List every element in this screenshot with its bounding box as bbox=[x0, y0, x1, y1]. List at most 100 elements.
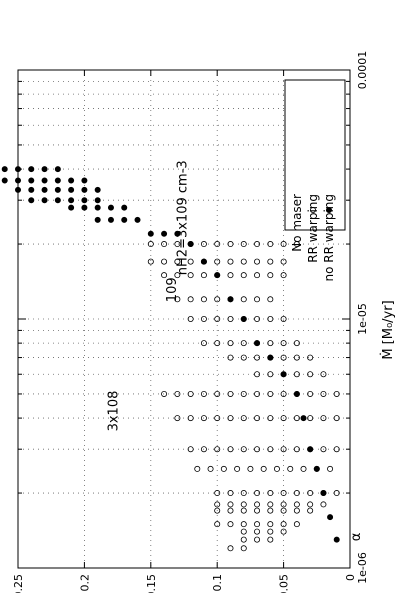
data-point-rr-warping bbox=[267, 415, 274, 422]
data-point-rr-warping bbox=[307, 371, 314, 378]
data-point-rr-warping bbox=[200, 296, 207, 303]
data-point-no-rr-warping bbox=[107, 204, 114, 211]
data-point-rr-warping bbox=[240, 354, 247, 361]
data-point-rr-warping bbox=[293, 241, 300, 248]
data-point-rr-warping bbox=[187, 258, 194, 265]
y-axis-label: α bbox=[349, 533, 364, 542]
data-point-rr-warping bbox=[280, 272, 287, 279]
data-point-no-rr-warping bbox=[1, 166, 8, 173]
data-point-rr-warping bbox=[227, 545, 234, 552]
x-axis-label: Ṁ [M₀/yr] bbox=[380, 300, 396, 359]
data-point-rr-warping bbox=[147, 241, 154, 248]
data-point-rr-warping bbox=[254, 536, 261, 543]
data-point-rr-warping bbox=[320, 446, 327, 453]
data-point-rr-warping bbox=[214, 340, 221, 347]
data-point-rr-warping bbox=[240, 521, 247, 528]
data-point-rr-warping bbox=[267, 258, 274, 265]
data-point-rr-warping bbox=[280, 446, 287, 453]
data-point-no-rr-warping bbox=[94, 197, 101, 204]
data-point-no-rr-warping bbox=[280, 371, 287, 378]
data-point-no-rr-warping bbox=[28, 197, 35, 204]
data-point-rr-warping bbox=[240, 415, 247, 422]
alpha-tick-label: 0.05 bbox=[278, 574, 291, 593]
data-point-rr-warping bbox=[254, 521, 261, 528]
data-point-no-rr-warping bbox=[267, 354, 274, 361]
data-point-no-rr-warping bbox=[81, 197, 88, 204]
data-point-rr-warping bbox=[214, 501, 221, 508]
data-point-rr-warping bbox=[293, 521, 300, 528]
data-point-no-rr-warping bbox=[81, 186, 88, 193]
data-point-rr-warping bbox=[200, 415, 207, 422]
data-point-rr-warping bbox=[187, 272, 194, 279]
data-point-rr-warping bbox=[254, 528, 261, 535]
data-point-rr-warping bbox=[187, 315, 194, 322]
data-point-rr-warping bbox=[174, 272, 181, 279]
data-point-rr-warping bbox=[214, 521, 221, 528]
data-point-rr-warping bbox=[267, 390, 274, 397]
data-point-rr-warping bbox=[174, 415, 181, 422]
data-point-rr-warping bbox=[227, 507, 234, 514]
data-point-rr-warping bbox=[227, 258, 234, 265]
data-point-rr-warping bbox=[240, 296, 247, 303]
data-point-rr-warping bbox=[293, 371, 300, 378]
data-point-no-rr-warping bbox=[14, 186, 21, 193]
data-point-no-rr-warping bbox=[68, 177, 75, 184]
data-point-rr-warping bbox=[187, 296, 194, 303]
data-point-rr-warping bbox=[254, 507, 261, 514]
data-point-rr-warping bbox=[214, 490, 221, 497]
data-point-rr-warping bbox=[267, 241, 274, 248]
data-point-rr-warping bbox=[267, 296, 274, 303]
data-point-rr-warping bbox=[161, 272, 168, 279]
data-point-no-rr-warping bbox=[94, 204, 101, 211]
data-point-rr-warping bbox=[267, 446, 274, 453]
data-point-rr-warping bbox=[227, 390, 234, 397]
data-point-no-rr-warping bbox=[200, 258, 207, 265]
data-point-rr-warping bbox=[333, 490, 340, 497]
data-point-rr-warping bbox=[240, 501, 247, 508]
data-point-rr-warping bbox=[267, 536, 274, 543]
alpha-tick-label: 0.1 bbox=[211, 574, 224, 592]
data-point-rr-warping bbox=[194, 465, 201, 472]
data-point-no-rr-warping bbox=[327, 514, 334, 521]
data-point-rr-warping bbox=[254, 258, 261, 265]
data-point-rr-warping bbox=[174, 241, 181, 248]
data-point-rr-warping bbox=[267, 490, 274, 497]
alpha-tick-label: 0.2 bbox=[78, 574, 91, 592]
data-point-rr-warping bbox=[227, 521, 234, 528]
data-point-no-rr-warping bbox=[300, 415, 307, 422]
data-point-rr-warping bbox=[240, 446, 247, 453]
data-point-rr-warping bbox=[254, 371, 261, 378]
data-point-rr-warping bbox=[200, 446, 207, 453]
data-point-rr-warping bbox=[260, 465, 267, 472]
data-point-no-rr-warping bbox=[54, 166, 61, 173]
data-point-no-rr-warping bbox=[54, 186, 61, 193]
data-point-no-rr-warping bbox=[28, 177, 35, 184]
data-point-rr-warping bbox=[293, 507, 300, 514]
data-point-rr-warping bbox=[214, 415, 221, 422]
data-point-rr-warping bbox=[267, 272, 274, 279]
data-point-no-rr-warping bbox=[147, 230, 154, 237]
data-point-rr-warping bbox=[320, 501, 327, 508]
data-point-rr-warping bbox=[240, 536, 247, 543]
mdot-tick-label: 1e-05 bbox=[356, 303, 369, 335]
data-point-rr-warping bbox=[307, 390, 314, 397]
data-point-rr-warping bbox=[240, 490, 247, 497]
legend-box bbox=[284, 79, 346, 231]
data-point-no-rr-warping bbox=[54, 197, 61, 204]
alpha-tick-label: 0.25 bbox=[12, 574, 25, 593]
data-point-no-rr-warping bbox=[41, 197, 48, 204]
data-point-rr-warping bbox=[273, 465, 280, 472]
annotation: nH2=3x109 cm-3 bbox=[176, 160, 191, 275]
data-point-rr-warping bbox=[200, 315, 207, 322]
data-point-rr-warping bbox=[280, 390, 287, 397]
data-point-rr-warping bbox=[227, 501, 234, 508]
data-point-rr-warping bbox=[214, 296, 221, 303]
legend: No maser RR warping no RR warping bbox=[284, 79, 346, 282]
data-point-rr-warping bbox=[240, 340, 247, 347]
data-point-rr-warping bbox=[214, 507, 221, 514]
data-point-rr-warping bbox=[307, 354, 314, 361]
data-point-rr-warping bbox=[254, 415, 261, 422]
data-point-rr-warping bbox=[254, 354, 261, 361]
data-point-rr-warping bbox=[320, 415, 327, 422]
